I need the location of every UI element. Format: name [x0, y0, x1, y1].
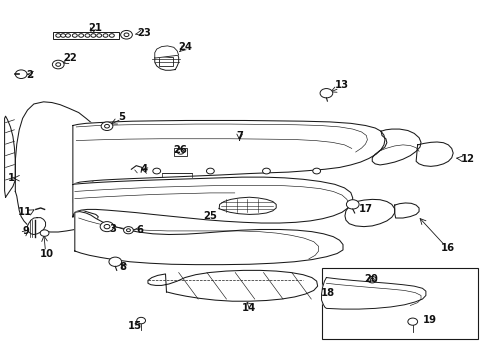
- Circle shape: [320, 89, 332, 98]
- Text: 25: 25: [203, 211, 217, 221]
- Circle shape: [407, 318, 417, 325]
- Circle shape: [206, 168, 214, 174]
- Text: 4: 4: [141, 163, 148, 174]
- Polygon shape: [27, 218, 45, 234]
- Circle shape: [52, 60, 64, 69]
- Circle shape: [85, 34, 90, 37]
- Bar: [173, 148, 187, 156]
- Text: 17: 17: [358, 204, 372, 215]
- Polygon shape: [155, 46, 178, 58]
- Circle shape: [137, 318, 145, 324]
- Text: 2: 2: [26, 70, 33, 80]
- Polygon shape: [4, 116, 15, 197]
- Circle shape: [79, 34, 83, 37]
- Text: 13: 13: [334, 80, 348, 90]
- Text: 3: 3: [109, 225, 116, 234]
- Circle shape: [109, 34, 114, 37]
- Polygon shape: [73, 121, 384, 186]
- Polygon shape: [219, 197, 276, 215]
- Circle shape: [346, 200, 358, 209]
- Circle shape: [56, 63, 61, 66]
- Circle shape: [369, 278, 373, 281]
- Circle shape: [72, 34, 77, 37]
- Circle shape: [121, 31, 132, 39]
- Circle shape: [100, 222, 114, 231]
- Text: 23: 23: [138, 28, 151, 38]
- Text: 20: 20: [364, 274, 377, 284]
- Text: 9: 9: [22, 226, 29, 236]
- Text: 1: 1: [8, 173, 15, 183]
- Text: 14: 14: [242, 303, 256, 313]
- Polygon shape: [321, 278, 425, 309]
- Circle shape: [262, 168, 270, 174]
- Circle shape: [91, 34, 96, 37]
- Circle shape: [123, 226, 133, 234]
- Polygon shape: [394, 203, 418, 218]
- Text: 5: 5: [118, 112, 125, 122]
- Text: 8: 8: [119, 262, 126, 272]
- Circle shape: [40, 230, 49, 236]
- Text: 15: 15: [127, 321, 142, 331]
- Circle shape: [97, 34, 102, 37]
- Polygon shape: [15, 102, 104, 232]
- Circle shape: [15, 70, 27, 78]
- Text: 12: 12: [460, 154, 474, 164]
- Circle shape: [101, 122, 113, 131]
- Text: 11: 11: [18, 207, 32, 217]
- Bar: [158, 57, 173, 66]
- Circle shape: [104, 225, 110, 229]
- Circle shape: [124, 33, 129, 37]
- Polygon shape: [371, 129, 420, 165]
- Text: 19: 19: [422, 315, 436, 325]
- Text: 7: 7: [236, 131, 243, 141]
- Text: 6: 6: [136, 225, 143, 235]
- Circle shape: [367, 276, 376, 283]
- Text: 21: 21: [88, 23, 102, 33]
- Circle shape: [109, 257, 122, 266]
- Circle shape: [61, 34, 65, 37]
- Text: 26: 26: [173, 145, 187, 155]
- Polygon shape: [75, 212, 342, 265]
- Circle shape: [104, 125, 109, 128]
- Circle shape: [177, 149, 183, 154]
- Circle shape: [126, 229, 130, 231]
- Circle shape: [56, 34, 61, 37]
- Polygon shape: [148, 270, 317, 301]
- Circle shape: [103, 34, 108, 37]
- Polygon shape: [73, 177, 352, 223]
- Text: 22: 22: [63, 53, 77, 63]
- Circle shape: [65, 34, 70, 37]
- Circle shape: [153, 168, 160, 174]
- Polygon shape: [415, 142, 452, 166]
- Bar: [321, 267, 477, 338]
- Polygon shape: [155, 49, 178, 70]
- Bar: [53, 32, 119, 40]
- Polygon shape: [344, 199, 394, 226]
- Text: 18: 18: [321, 288, 335, 298]
- Circle shape: [312, 168, 320, 174]
- Text: 16: 16: [440, 243, 454, 253]
- Text: 10: 10: [40, 248, 54, 258]
- Text: 24: 24: [178, 42, 192, 51]
